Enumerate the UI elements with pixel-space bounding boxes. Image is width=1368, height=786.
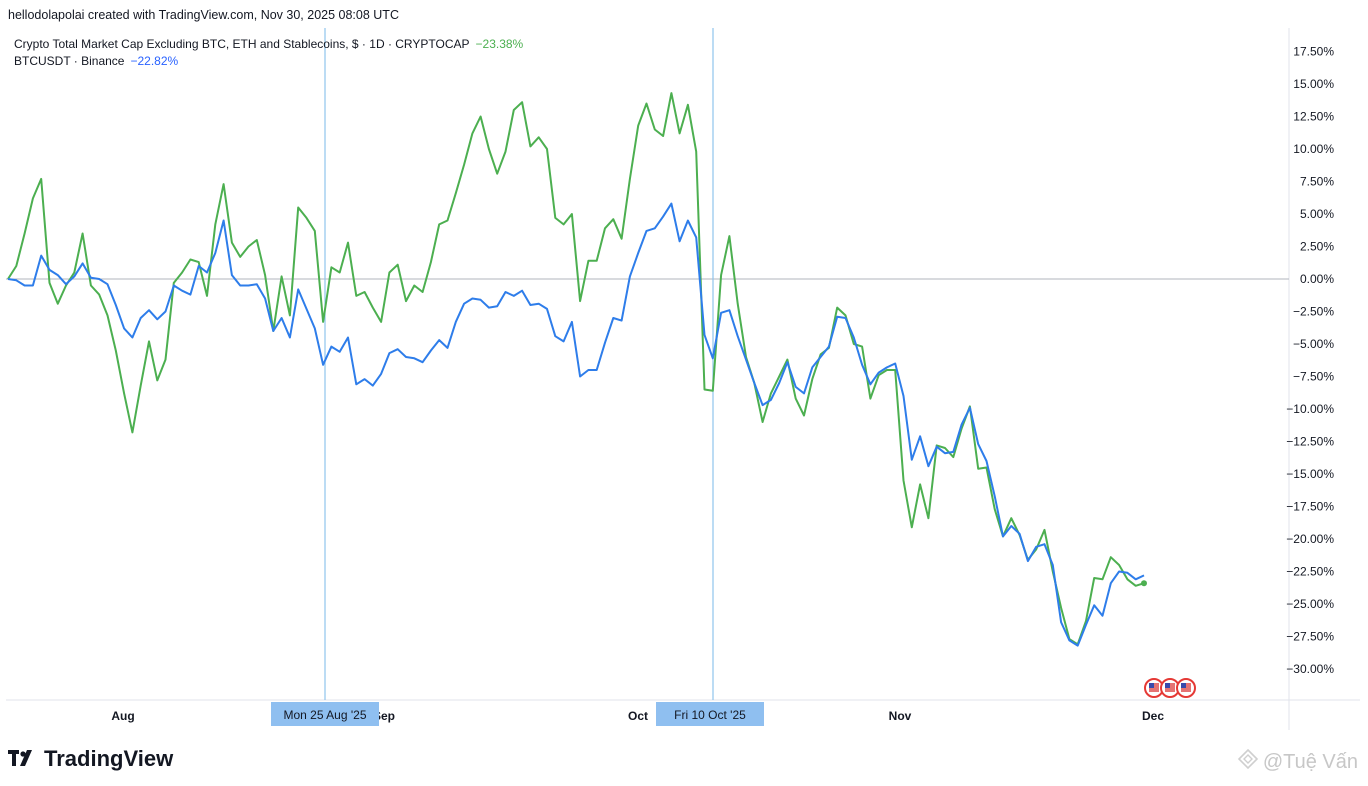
created-by-caption: hellodolapolai created with TradingView.…: [8, 8, 399, 22]
crosshair-date-label: Mon 25 Aug '25: [283, 708, 366, 722]
y-tick-label: 5.00%: [1300, 207, 1334, 221]
tradingview-logo[interactable]: TradingView: [8, 746, 173, 772]
series-line-blue: [7, 202, 1145, 647]
legend-row-btcusdt[interactable]: BTCUSDT · Binance −22.82%: [14, 53, 523, 70]
us-flag-canton: [1181, 683, 1186, 688]
y-tick-label: −7.50%: [1293, 370, 1334, 384]
y-tick-label: 10.00%: [1293, 142, 1334, 156]
y-tick-label: 2.50%: [1300, 240, 1334, 254]
x-tick-label: Nov: [889, 709, 912, 723]
series-line-green: [7, 92, 1145, 646]
legend-series2-label: BTCUSDT · Binance: [14, 54, 125, 68]
tradingview-mark-icon: [8, 750, 38, 768]
us-flag-canton: [1149, 683, 1154, 688]
watermark-text: @Tuệ Vấn: [1262, 750, 1358, 773]
y-tick-label: 7.50%: [1300, 175, 1334, 189]
y-tick-label: −5.00%: [1293, 337, 1334, 351]
legend-series1-label: Crypto Total Market Cap Excluding BTC, E…: [14, 37, 470, 51]
tradingview-brand-text: TradingView: [44, 746, 174, 771]
y-tick-label: −22.50%: [1286, 565, 1334, 579]
y-tick-label: −25.00%: [1286, 597, 1334, 611]
x-tick-label: Dec: [1142, 709, 1164, 723]
watermark-diamond-icon: [1237, 748, 1259, 776]
legend-series2-change: −22.82%: [130, 54, 179, 68]
crosshair-date-tag: [656, 702, 764, 726]
series-end-dot: [1141, 580, 1147, 587]
legend-row-total-market-cap[interactable]: Crypto Total Market Cap Excluding BTC, E…: [14, 36, 523, 53]
x-tick-label: Oct: [628, 709, 648, 723]
legend-series1-change: −23.38%: [475, 37, 524, 51]
crosshair-date-tag: [271, 702, 379, 726]
y-tick-label: 15.00%: [1293, 77, 1334, 91]
y-tick-label: −27.50%: [1286, 630, 1334, 644]
y-tick-label: −12.50%: [1286, 435, 1334, 449]
y-tick-label: −15.00%: [1286, 467, 1334, 481]
y-tick-label: −30.00%: [1286, 662, 1334, 676]
crosshair-date-label: Fri 10 Oct '25: [674, 708, 746, 722]
y-tick-label: −20.00%: [1286, 532, 1334, 546]
y-tick-label: −17.50%: [1286, 500, 1334, 514]
watermark: @Tuệ Vấn: [1237, 748, 1358, 776]
chart-svg: 17.50% 15.00% 12.50% 10.00% 7.50% 5.00% 2.50% 0…: [6, 28, 1360, 730]
us-flag-canton: [1165, 683, 1170, 688]
chart-area[interactable]: 17.50% 15.00% 12.50% 10.00% 7.50% 5.00% 2.50% 0…: [6, 28, 1360, 730]
y-tick-label: −2.50%: [1293, 305, 1334, 319]
legend: Crypto Total Market Cap Excluding BTC, E…: [14, 36, 523, 70]
y-tick-label: −10.00%: [1286, 402, 1334, 416]
y-tick-label: 17.50%: [1293, 45, 1334, 59]
x-tick-label: Aug: [111, 709, 134, 723]
y-tick-label: 12.50%: [1293, 110, 1334, 124]
y-tick-label: 0.00%: [1300, 272, 1334, 286]
